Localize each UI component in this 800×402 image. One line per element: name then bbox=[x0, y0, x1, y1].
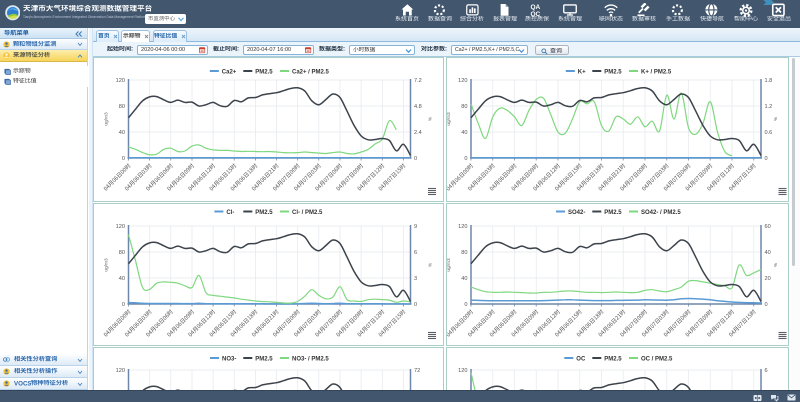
svg-text:80: 80 bbox=[461, 104, 467, 110]
svg-text:PM2.5: PM2.5 bbox=[604, 356, 622, 362]
svg-text:40: 40 bbox=[118, 130, 124, 136]
svg-text:%: % bbox=[427, 116, 433, 121]
svg-text:80: 80 bbox=[461, 250, 467, 256]
svg-text:9: 9 bbox=[414, 224, 417, 230]
svg-text:ug/m3: ug/m3 bbox=[103, 258, 109, 272]
svg-text:NO3-: NO3- bbox=[222, 356, 236, 362]
svg-text:%: % bbox=[773, 262, 779, 267]
svg-text:0: 0 bbox=[121, 156, 124, 162]
svg-text:Ca2+: Ca2+ bbox=[221, 69, 236, 75]
svg-text:ug/m3: ug/m3 bbox=[447, 112, 452, 126]
svg-text:120: 120 bbox=[458, 224, 467, 230]
svg-text:ug/m3: ug/m3 bbox=[103, 112, 109, 126]
svg-text:120: 120 bbox=[115, 224, 124, 230]
svg-text:60: 60 bbox=[765, 224, 771, 230]
svg-text:120: 120 bbox=[458, 368, 467, 374]
svg-text:PM2.5: PM2.5 bbox=[604, 210, 622, 216]
svg-text:VOCS: VOCS bbox=[14, 381, 31, 388]
svg-text:40: 40 bbox=[765, 250, 771, 256]
svg-text:7.2: 7.2 bbox=[414, 78, 422, 84]
svg-text:K+ / PM2.5: K+ / PM2.5 bbox=[641, 69, 672, 75]
svg-text:%: % bbox=[427, 262, 433, 267]
svg-text:3: 3 bbox=[414, 276, 417, 282]
svg-text:OC: OC bbox=[576, 356, 586, 362]
svg-text:Ca2+ / PM2.5: Ca2+ / PM2.5 bbox=[292, 69, 330, 75]
svg-text:1.2: 1.2 bbox=[765, 104, 773, 110]
svg-text:0: 0 bbox=[121, 302, 124, 308]
svg-text:PM2.5: PM2.5 bbox=[255, 210, 273, 216]
svg-text:120: 120 bbox=[115, 368, 124, 374]
svg-text::: : bbox=[445, 46, 447, 52]
svg-text:Cl- / PM2.5: Cl- / PM2.5 bbox=[292, 210, 323, 216]
svg-text:120: 120 bbox=[458, 78, 467, 84]
svg-text:6: 6 bbox=[414, 250, 417, 256]
svg-text:NO3- / PM2.5: NO3- / PM2.5 bbox=[292, 356, 329, 362]
svg-text:80: 80 bbox=[118, 250, 124, 256]
svg-text:0: 0 bbox=[414, 302, 417, 308]
svg-text:PM2.5: PM2.5 bbox=[255, 69, 273, 75]
svg-text:PM2.5: PM2.5 bbox=[255, 356, 273, 362]
svg-text:20: 20 bbox=[765, 276, 771, 282]
svg-text:SO42- / PM2.5: SO42- / PM2.5 bbox=[641, 210, 681, 216]
svg-text:6: 6 bbox=[765, 368, 768, 374]
svg-text:72: 72 bbox=[414, 368, 420, 374]
svg-text:0: 0 bbox=[464, 302, 467, 308]
svg-text::: : bbox=[343, 46, 345, 52]
svg-text::: : bbox=[237, 46, 239, 52]
svg-text:1.8: 1.8 bbox=[765, 78, 773, 84]
svg-text:QA: QA bbox=[530, 3, 540, 10]
svg-text:80: 80 bbox=[118, 104, 124, 110]
svg-text:4.8: 4.8 bbox=[414, 104, 422, 110]
svg-text:OC / PM2.5: OC / PM2.5 bbox=[641, 356, 673, 362]
svg-text:0: 0 bbox=[765, 302, 768, 308]
svg-text:SO42-: SO42- bbox=[568, 210, 585, 216]
svg-text:0.6: 0.6 bbox=[765, 130, 773, 136]
svg-text:QC: QC bbox=[530, 11, 540, 17]
svg-text:ug/m3: ug/m3 bbox=[447, 258, 452, 272]
svg-text:0: 0 bbox=[414, 156, 417, 162]
svg-text:PM2.5: PM2.5 bbox=[604, 69, 622, 75]
svg-text:120: 120 bbox=[115, 78, 124, 84]
svg-text:40: 40 bbox=[461, 130, 467, 136]
svg-text:40: 40 bbox=[461, 276, 467, 282]
svg-text:Cl-: Cl- bbox=[226, 210, 234, 216]
svg-text:2.4: 2.4 bbox=[414, 130, 422, 136]
svg-text:40: 40 bbox=[118, 276, 124, 282]
svg-text:0: 0 bbox=[765, 156, 768, 162]
svg-text:K+: K+ bbox=[578, 69, 586, 75]
svg-text:%: % bbox=[773, 116, 779, 121]
svg-text:0: 0 bbox=[464, 156, 467, 162]
svg-text::: : bbox=[131, 46, 133, 52]
